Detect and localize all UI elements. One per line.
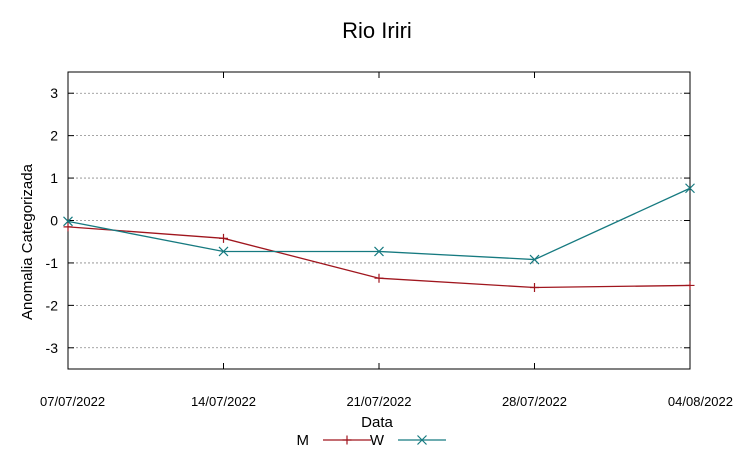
data-point xyxy=(63,222,73,232)
data-point xyxy=(374,273,384,283)
data-point xyxy=(218,246,229,257)
y-tick-label: 2 xyxy=(50,128,58,144)
x-tick-label: 21/07/2022 xyxy=(346,394,411,409)
x-axis-ticks: 07/07/2022 14/07/2022 21/07/2022 28/07/2022… xyxy=(40,72,733,409)
series-M xyxy=(63,222,695,293)
legend-label: W xyxy=(370,432,385,449)
x-tick-label: 14/07/2022 xyxy=(191,394,256,409)
data-point xyxy=(374,246,384,257)
legend-label: M xyxy=(297,432,310,449)
y-tick-label: 0 xyxy=(50,213,58,229)
y-tick-label: -2 xyxy=(46,297,59,313)
data-point xyxy=(685,280,695,290)
y-tick-label: -1 xyxy=(46,255,59,271)
y-tick-label: 3 xyxy=(50,85,58,101)
x-tick-label: 07/07/2022 xyxy=(40,394,105,409)
data-point xyxy=(529,254,540,265)
series-layer xyxy=(63,183,695,293)
data-point xyxy=(342,435,352,445)
x-tick-label: 04/08/2022 xyxy=(668,394,733,409)
grid xyxy=(68,92,690,349)
chart-title: Rio Iriri xyxy=(342,18,412,43)
y-tick-label: 1 xyxy=(50,170,58,186)
data-point xyxy=(219,233,228,243)
series-W xyxy=(63,183,695,265)
data-point xyxy=(417,435,427,445)
y-axis-label: Anomalia Categorizada xyxy=(19,163,36,320)
series-line xyxy=(67,187,691,261)
y-tick-label: -3 xyxy=(46,340,59,356)
data-point xyxy=(530,283,539,293)
x-tick-label: 28/07/2022 xyxy=(502,394,567,409)
x-axis-label: Data xyxy=(361,414,393,431)
data-point xyxy=(685,183,695,194)
data-point xyxy=(63,216,73,227)
